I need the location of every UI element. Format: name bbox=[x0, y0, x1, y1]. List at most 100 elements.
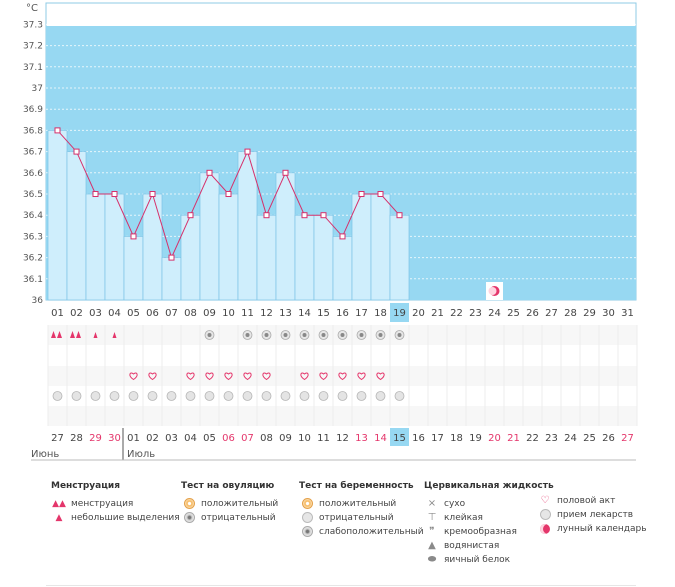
pill-icon bbox=[261, 391, 272, 401]
day-label: 02 bbox=[70, 308, 83, 319]
day-label: 11 bbox=[241, 308, 254, 319]
temperature-marker bbox=[282, 169, 289, 176]
pill-icon bbox=[90, 391, 101, 401]
day-label: 09 bbox=[203, 308, 216, 319]
blood-drop-icon bbox=[70, 331, 75, 338]
temperature-bar bbox=[389, 214, 410, 301]
heart-icon bbox=[262, 372, 271, 381]
day-label: 10 bbox=[222, 308, 235, 319]
y-tick-label: 36.1 bbox=[23, 275, 43, 285]
cycle-day-label: 05 bbox=[203, 433, 216, 444]
temperature-bars bbox=[47, 130, 410, 301]
legend-title: Тест на беременность bbox=[299, 481, 414, 491]
temperature-marker bbox=[54, 127, 61, 134]
cycle-day-label: 10 bbox=[298, 433, 311, 444]
legend-item: ⊤ клейкая bbox=[424, 511, 554, 525]
temperature-marker bbox=[396, 212, 403, 219]
heart-icon bbox=[186, 372, 195, 381]
ovulation-test-negative-icon-core bbox=[359, 333, 364, 337]
day-label: 23 bbox=[469, 308, 482, 319]
temperature-bar bbox=[332, 236, 353, 301]
ovulation-test-negative-icon-core bbox=[264, 333, 269, 337]
pill-icon bbox=[375, 391, 386, 401]
temperature-marker bbox=[244, 148, 251, 155]
cycle-day-label: 20 bbox=[488, 433, 501, 444]
legend-item: ❞ кремообразная bbox=[424, 525, 554, 539]
temperature-bar bbox=[123, 236, 144, 301]
temperature-marker bbox=[358, 191, 365, 197]
temperature-markers bbox=[54, 127, 503, 300]
day-label: 19 bbox=[393, 308, 406, 319]
day-label: 18 bbox=[374, 308, 387, 319]
creamy-icon: ❞ bbox=[429, 526, 435, 537]
ovulation-test-negative-icon-core bbox=[321, 333, 326, 337]
cycle-day-label: 09 bbox=[279, 433, 292, 444]
water-drop-icon: ▲ bbox=[428, 540, 436, 551]
legend-title: Менструация bbox=[51, 481, 120, 491]
temperature-bar bbox=[294, 214, 315, 301]
day-label: 06 bbox=[146, 308, 159, 319]
cycle-day-label: 02 bbox=[146, 433, 159, 444]
moon-icon-shade bbox=[488, 287, 497, 295]
heart-icon bbox=[357, 372, 366, 381]
annotation-row bbox=[48, 406, 637, 426]
cycle-day-label: 21 bbox=[507, 433, 520, 444]
legend-title: Тест на овуляцию bbox=[181, 481, 275, 491]
day-label: 27 bbox=[545, 308, 558, 319]
cycle-day-label: 03 bbox=[165, 433, 178, 444]
temperature-bar bbox=[47, 130, 68, 301]
cycle-day-label: 14 bbox=[374, 433, 387, 444]
day-label: 29 bbox=[583, 308, 596, 319]
cycle-day-label: 25 bbox=[583, 433, 596, 444]
heart-icon: ♡ bbox=[540, 495, 550, 506]
temperature-bar bbox=[218, 193, 239, 301]
day-label: 04 bbox=[108, 308, 121, 319]
cycle-day-label: 01 bbox=[127, 433, 140, 444]
y-tick-label: 36.4 bbox=[23, 211, 43, 221]
legend-item: прием лекарств bbox=[537, 508, 647, 522]
pill-icon bbox=[337, 391, 348, 401]
day-label: 16 bbox=[336, 308, 349, 319]
temperature-marker bbox=[187, 212, 194, 219]
y-tick-label: 36.9 bbox=[23, 105, 43, 115]
cycle-day-label: 24 bbox=[564, 433, 577, 444]
cycle-day-label: 19 bbox=[469, 433, 482, 444]
day-label: 13 bbox=[279, 308, 292, 319]
y-tick-label: 36.6 bbox=[23, 169, 43, 179]
cycle-day-label: 13 bbox=[355, 433, 368, 444]
pill-icon bbox=[109, 391, 120, 401]
month-next-label: Июль bbox=[127, 449, 155, 460]
cycle-day-axis: 27 28 29 30 01 02 03 04 05 06 07 08 09 10 11 12 13 14 15 16… bbox=[51, 428, 634, 446]
temperature-marker bbox=[339, 233, 346, 240]
day-label: 28 bbox=[564, 308, 577, 319]
temperature-marker bbox=[301, 212, 308, 219]
day-label: 03 bbox=[89, 308, 102, 319]
temperature-marker bbox=[111, 191, 118, 197]
y-tick-label: 36 bbox=[32, 296, 44, 306]
blood-drop-icon bbox=[57, 331, 62, 338]
day-label: 08 bbox=[184, 308, 197, 319]
legend-item: отрицательный bbox=[299, 511, 424, 525]
y-tick-label: 36.8 bbox=[23, 126, 43, 136]
ovulation-test-negative-icon-core bbox=[302, 333, 307, 337]
heart-icon bbox=[243, 372, 252, 381]
blood-drop-small-icon: ▲ bbox=[55, 513, 63, 523]
temperature-marker bbox=[73, 148, 80, 155]
pill-icon bbox=[223, 391, 234, 401]
legend-item: отрицательный bbox=[181, 511, 278, 525]
pill-icon bbox=[52, 391, 63, 401]
legend-item: лунный календарь bbox=[537, 522, 647, 536]
cycle-day-label: 22 bbox=[526, 433, 539, 444]
pill-icon bbox=[280, 391, 291, 401]
legend-item: положительный bbox=[181, 497, 278, 511]
day-label: 31 bbox=[621, 308, 634, 319]
temperature-marker bbox=[92, 191, 99, 197]
today-highlight bbox=[390, 303, 409, 322]
temperature-marker bbox=[225, 191, 232, 197]
day-label: 26 bbox=[526, 308, 539, 319]
pill-icon bbox=[356, 391, 367, 401]
cycle-day-label: 12 bbox=[336, 433, 349, 444]
cycle-day-label: 08 bbox=[260, 433, 273, 444]
heart-icon bbox=[148, 372, 157, 381]
y-axis-ticks: 36 36.1 36.2 36.3 36.4 36.5 36.6 36.7 36.8 36.9 37… bbox=[23, 20, 43, 306]
